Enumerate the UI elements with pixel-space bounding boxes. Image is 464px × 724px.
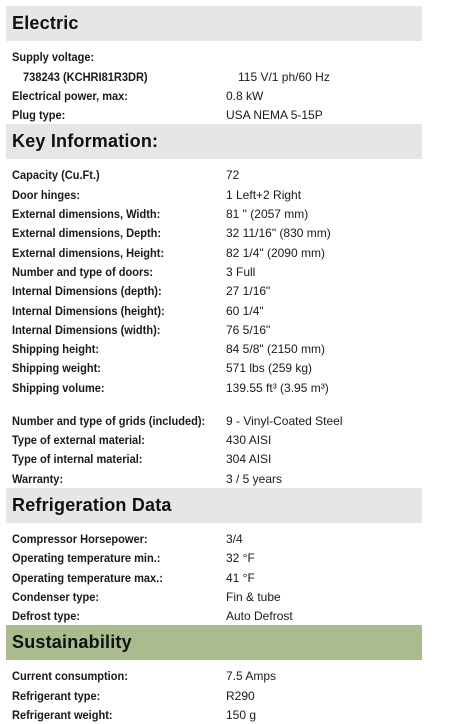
spec-row: Number and type of doors: 3 Full <box>6 260 422 279</box>
spec-row: Operating temperature min.: 32 °F <box>6 546 422 565</box>
spec-value: USA NEMA 5-15P <box>226 108 323 123</box>
spec-row: Refrigerant weight: 150 g <box>6 703 422 722</box>
section-header-refrigeration-data: Refrigeration Data <box>6 487 422 523</box>
spec-label: Operating temperature max.: <box>12 570 163 585</box>
spec-value: 82 1/4" (2090 mm) <box>226 245 325 260</box>
spec-row: Warranty: 3 / 5 years <box>6 466 422 486</box>
spec-label: External dimensions, Depth: <box>12 226 162 241</box>
spec-row: Refrigerant type: R290 <box>6 683 422 703</box>
spec-row: External dimensions, Width: 81 " (2057 mm… <box>6 202 422 221</box>
spec-value: 84 5/8" (2150 mm) <box>226 342 325 357</box>
spec-label: Condenser type: <box>12 589 100 604</box>
spec-value: 27 1/16" <box>226 284 271 299</box>
spec-value: 3 Full <box>226 264 256 279</box>
spec-row: Operating temperature max.: 41 °F <box>6 565 422 585</box>
spec-row: External dimensions, Depth: 32 11/16" (83… <box>6 221 422 240</box>
spec-row: Shipping volume: 139.55 ft³ (3.95 m³) <box>6 375 422 395</box>
spec-value: 150 g <box>226 708 257 723</box>
spec-value: Fin & tube <box>226 589 281 604</box>
spec-label: Door hinges: <box>12 187 81 202</box>
spec-label: Shipping volume: <box>12 380 105 395</box>
spec-value: R290 <box>226 688 255 703</box>
spec-row: Type of external material: 430 AISI <box>6 428 422 447</box>
spec-label: Internal Dimensions (depth): <box>12 284 162 299</box>
spec-row: External dimensions, Height: 82 1/4" (209… <box>6 240 422 260</box>
spec-value: 430 AISI <box>226 433 272 448</box>
spec-value: 41 °F <box>226 570 255 585</box>
spec-label: Refrigerant weight: <box>12 708 113 723</box>
spec-label: Type of internal material: <box>12 452 143 467</box>
spec-value: 3 / 5 years <box>226 471 283 486</box>
spec-row: Number and type of grids (included): 9 - … <box>6 395 422 428</box>
spec-value: 32 °F <box>226 551 255 566</box>
spec-value: 60 1/4" <box>226 303 264 318</box>
spec-value: 571 lbs (259 kg) <box>226 361 313 376</box>
spec-value: 0.8 kW <box>226 88 264 103</box>
spec-row: Electrical power, max: 0.8 kW <box>6 84 422 103</box>
spec-value: Auto Defrost <box>226 609 293 624</box>
spec-row: Internal Dimensions (depth): 27 1/16" <box>6 279 422 298</box>
spec-label: Type of external material: <box>12 433 145 448</box>
section-refrigeration-data: Compressor Horsepower: 3/4 Operating temp… <box>6 523 422 625</box>
spec-row: 738243 (KCHRI81R3DR) 115 V/1 ph/60 Hz <box>6 64 422 84</box>
spec-row: Supply voltage: <box>6 45 422 64</box>
spec-row: Capacity (Cu.Ft.) 72 <box>6 163 422 182</box>
spec-row: Condenser type: Fin & tube <box>6 585 422 604</box>
spec-label: External dimensions, Height: <box>12 245 165 260</box>
spec-value: 304 AISI <box>226 452 272 467</box>
section-key-information: Capacity (Cu.Ft.) 72 Door hinges: 1 Left+2… <box>6 159 422 487</box>
spec-value: 1 Left+2 Right <box>226 187 302 202</box>
spec-value: 9 - Vinyl-Coated Steel <box>226 413 343 428</box>
spec-row: Plug type: USA NEMA 5-15P <box>6 103 422 122</box>
spec-label: Number and type of grids (included): <box>12 413 206 428</box>
spec-value: 7.5 Amps <box>226 669 277 684</box>
spec-label: Shipping height: <box>12 342 100 357</box>
spec-label: 738243 (KCHRI81R3DR) <box>23 69 148 84</box>
spec-label: Internal Dimensions (height): <box>12 303 165 318</box>
section-header-sustainability: Sustainability <box>6 625 422 661</box>
spec-sheet: Electric Supply voltage: 738243 (KCHRI81… <box>6 6 422 724</box>
spec-label: Current consumption: <box>12 669 128 684</box>
spec-row: Defrost type: Auto Defrost <box>6 604 422 623</box>
spec-row: Internal Dimensions (width): 76 5/16" <box>6 318 422 337</box>
spec-value: 139.55 ft³ (3.95 m³) <box>226 380 329 395</box>
spec-label: Warranty: <box>12 471 64 486</box>
spec-value: 3/4 <box>226 531 243 546</box>
section-electric: Supply voltage: 738243 (KCHRI81R3DR) 115 … <box>6 41 422 124</box>
spec-label: Shipping weight: <box>12 361 101 376</box>
spec-row: Shipping weight: 571 lbs (259 kg) <box>6 356 422 375</box>
spec-value: 72 <box>226 168 240 183</box>
spec-label: Electrical power, max: <box>12 88 128 103</box>
spec-label: Capacity (Cu.Ft.) <box>12 168 100 183</box>
spec-row: Type of internal material: 304 AISI <box>6 447 422 466</box>
section-sustainability: Current consumption: 7.5 Amps Refrigerant… <box>6 660 422 724</box>
spec-row: Compressor Horsepower: 3/4 <box>6 527 422 546</box>
spec-value: 81 " (2057 mm) <box>226 207 309 222</box>
spec-label: Compressor Horsepower: <box>12 531 148 546</box>
spec-row: Current consumption: 7.5 Amps <box>6 664 422 683</box>
spec-label: External dimensions, Width: <box>12 207 161 222</box>
spec-value: 76 5/16" <box>226 322 271 337</box>
spec-label: Supply voltage: <box>12 50 95 65</box>
spec-value: 32 11/16" (830 mm) <box>226 226 331 241</box>
spec-label: Refrigerant type: <box>12 688 101 703</box>
spec-row: Door hinges: 1 Left+2 Right <box>6 182 422 202</box>
spec-label: Number and type of doors: <box>12 264 154 279</box>
spec-value: 115 V/1 ph/60 Hz <box>238 69 330 84</box>
section-header-electric: Electric <box>6 6 422 41</box>
spec-label: Operating temperature min.: <box>12 551 161 566</box>
spec-label: Defrost type: <box>12 609 81 624</box>
spec-label: Internal Dimensions (width): <box>12 322 161 337</box>
spec-label: Plug type: <box>12 108 66 123</box>
section-header-key-information: Key Information: <box>6 124 422 160</box>
spec-row: Internal Dimensions (height): 60 1/4" <box>6 298 422 318</box>
spec-row: Shipping height: 84 5/8" (2150 mm) <box>6 337 422 356</box>
